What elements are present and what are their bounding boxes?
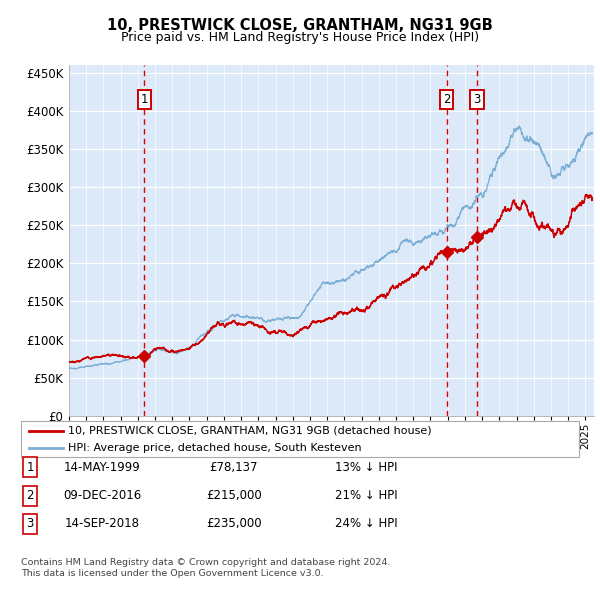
Text: 1: 1 bbox=[26, 461, 34, 474]
Text: Price paid vs. HM Land Registry's House Price Index (HPI): Price paid vs. HM Land Registry's House … bbox=[121, 31, 479, 44]
Text: 14-SEP-2018: 14-SEP-2018 bbox=[65, 517, 139, 530]
Text: 10, PRESTWICK CLOSE, GRANTHAM, NG31 9GB (detached house): 10, PRESTWICK CLOSE, GRANTHAM, NG31 9GB … bbox=[68, 426, 432, 436]
Text: HPI: Average price, detached house, South Kesteven: HPI: Average price, detached house, Sout… bbox=[68, 443, 362, 453]
Text: 3: 3 bbox=[473, 93, 481, 106]
Text: This data is licensed under the Open Government Licence v3.0.: This data is licensed under the Open Gov… bbox=[21, 569, 323, 578]
Text: 24% ↓ HPI: 24% ↓ HPI bbox=[335, 517, 397, 530]
Text: £78,137: £78,137 bbox=[210, 461, 258, 474]
Text: 13% ↓ HPI: 13% ↓ HPI bbox=[335, 461, 397, 474]
Text: 21% ↓ HPI: 21% ↓ HPI bbox=[335, 489, 397, 502]
Text: 14-MAY-1999: 14-MAY-1999 bbox=[64, 461, 140, 474]
Text: 3: 3 bbox=[26, 517, 34, 530]
Text: Contains HM Land Registry data © Crown copyright and database right 2024.: Contains HM Land Registry data © Crown c… bbox=[21, 558, 391, 567]
Text: 09-DEC-2016: 09-DEC-2016 bbox=[63, 489, 141, 502]
Text: 1: 1 bbox=[140, 93, 148, 106]
Text: £235,000: £235,000 bbox=[206, 517, 262, 530]
Text: 2: 2 bbox=[26, 489, 34, 502]
Text: 2: 2 bbox=[443, 93, 451, 106]
Text: £215,000: £215,000 bbox=[206, 489, 262, 502]
Text: 10, PRESTWICK CLOSE, GRANTHAM, NG31 9GB: 10, PRESTWICK CLOSE, GRANTHAM, NG31 9GB bbox=[107, 18, 493, 32]
FancyBboxPatch shape bbox=[21, 421, 579, 457]
